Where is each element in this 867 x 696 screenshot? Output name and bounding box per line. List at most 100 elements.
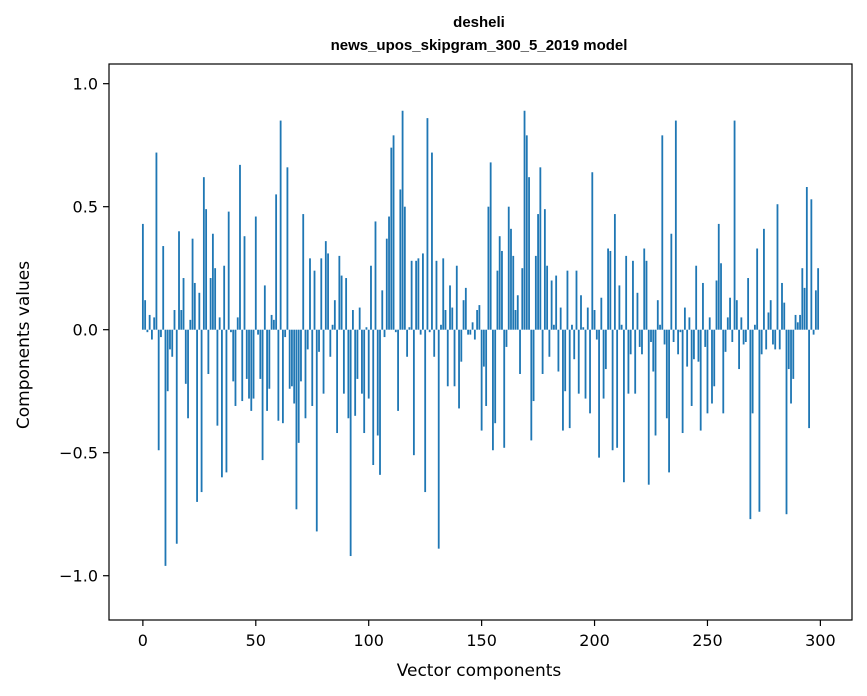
bar bbox=[216, 329, 219, 426]
bar bbox=[187, 329, 189, 419]
plot-frame bbox=[108, 63, 853, 621]
bar bbox=[243, 236, 246, 330]
bar bbox=[672, 329, 675, 342]
y-tick-label: 0.5 bbox=[73, 198, 98, 217]
bar bbox=[589, 329, 591, 414]
bar bbox=[302, 214, 305, 330]
bar bbox=[532, 329, 535, 402]
bar bbox=[385, 238, 388, 330]
bar bbox=[286, 167, 289, 330]
bar bbox=[209, 278, 212, 330]
bar bbox=[460, 329, 463, 362]
bar bbox=[178, 231, 180, 330]
bar bbox=[340, 275, 343, 330]
bar bbox=[435, 260, 438, 330]
bar bbox=[263, 285, 266, 330]
bar bbox=[742, 329, 745, 345]
bar bbox=[200, 329, 203, 493]
bar bbox=[555, 275, 558, 330]
bar bbox=[428, 329, 431, 333]
bar bbox=[245, 329, 248, 379]
bar bbox=[702, 282, 704, 330]
bar bbox=[785, 329, 788, 515]
bar bbox=[338, 255, 341, 330]
bar bbox=[320, 258, 323, 330]
bar bbox=[440, 324, 442, 330]
bar bbox=[254, 216, 257, 330]
bar bbox=[711, 329, 713, 404]
bar bbox=[297, 329, 300, 443]
bar bbox=[523, 110, 526, 330]
bar bbox=[433, 329, 436, 357]
bar bbox=[379, 329, 381, 475]
y-tick-label: −1.0 bbox=[59, 567, 98, 586]
bar bbox=[300, 329, 302, 382]
bar bbox=[516, 295, 519, 330]
bar bbox=[221, 329, 223, 478]
bar bbox=[713, 329, 716, 387]
bar bbox=[611, 329, 614, 451]
bar bbox=[686, 329, 689, 367]
bar bbox=[699, 329, 702, 431]
bar bbox=[552, 324, 555, 330]
bar bbox=[731, 329, 734, 342]
bar bbox=[372, 329, 375, 466]
bar bbox=[347, 329, 350, 419]
bar bbox=[598, 329, 600, 458]
bar bbox=[293, 329, 296, 404]
bar bbox=[652, 329, 655, 372]
bar bbox=[275, 194, 278, 330]
bar bbox=[458, 329, 460, 409]
bar bbox=[805, 187, 808, 330]
bar bbox=[482, 329, 485, 367]
bar bbox=[166, 329, 169, 392]
bar bbox=[349, 329, 352, 557]
x-tick-label: 0 bbox=[138, 631, 148, 650]
x-tick-label: 150 bbox=[466, 631, 497, 650]
bar bbox=[735, 300, 738, 330]
bar bbox=[370, 265, 372, 330]
bar bbox=[593, 310, 596, 330]
bar bbox=[284, 329, 287, 338]
bar bbox=[388, 216, 390, 330]
bar bbox=[559, 307, 562, 330]
bar bbox=[534, 255, 537, 330]
bar bbox=[618, 285, 621, 330]
bar bbox=[753, 324, 756, 330]
bar bbox=[410, 260, 413, 330]
bar bbox=[638, 329, 641, 347]
bar bbox=[469, 329, 472, 335]
bar bbox=[281, 329, 284, 424]
bar bbox=[218, 317, 221, 330]
bar bbox=[681, 329, 684, 434]
bar bbox=[211, 233, 214, 330]
bar bbox=[467, 329, 469, 335]
bar bbox=[654, 329, 657, 436]
bar bbox=[422, 253, 424, 330]
bar bbox=[250, 329, 253, 411]
bar bbox=[625, 255, 628, 330]
bar bbox=[424, 329, 427, 493]
chart-subtitle: news_upos_skipgram_300_5_2019 model bbox=[331, 37, 628, 54]
bar bbox=[153, 317, 156, 330]
bar bbox=[566, 270, 569, 330]
bar bbox=[239, 164, 241, 330]
bar bbox=[473, 329, 476, 340]
bar bbox=[783, 302, 786, 330]
bar bbox=[720, 263, 722, 330]
bar bbox=[803, 287, 806, 330]
bar bbox=[318, 329, 320, 352]
bar bbox=[604, 329, 607, 370]
bar bbox=[670, 233, 673, 330]
bar bbox=[354, 329, 357, 416]
bar bbox=[492, 329, 494, 451]
axis-ticks: 0 50 100 150 200 250 300 1.0 0.5 0.0 −0.5 −1.0 bbox=[59, 75, 836, 650]
bar bbox=[367, 329, 370, 399]
bar bbox=[252, 329, 255, 399]
bar bbox=[656, 300, 659, 330]
bar bbox=[426, 118, 429, 330]
bar bbox=[539, 167, 542, 330]
bar bbox=[697, 329, 700, 362]
bar bbox=[148, 314, 151, 330]
